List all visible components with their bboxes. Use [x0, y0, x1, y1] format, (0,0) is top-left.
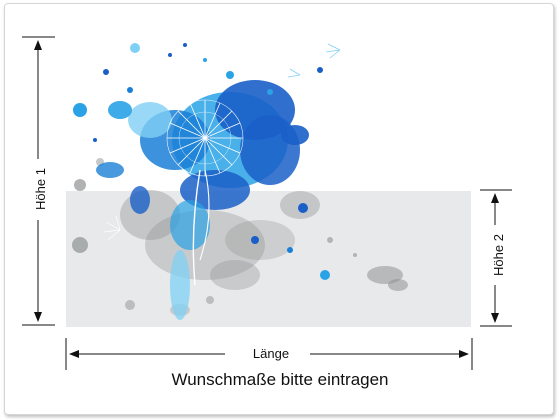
width-label: Länge — [242, 346, 300, 362]
instruction-caption: Wunschmaße bitte eintragen — [171, 370, 389, 389]
height-left-label: Höhe 1 — [33, 159, 49, 219]
blue-splash — [73, 43, 330, 320]
height-right-label: Höhe 2 — [491, 225, 507, 285]
dandelion-illustration — [103, 43, 341, 286]
dimension-lines — [22, 36, 512, 370]
